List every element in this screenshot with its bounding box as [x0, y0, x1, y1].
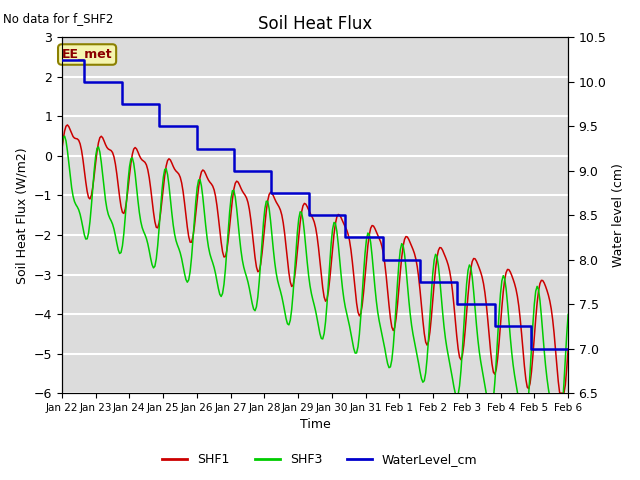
SHF3 — [518, 410, 525, 416]
Line: SHF1: SHF1 — [62, 125, 568, 393]
SHF3 — [211, 264, 218, 270]
SHF3 — [564, 312, 572, 317]
SHF1 — [227, 209, 235, 215]
SHF3 — [236, 235, 243, 240]
SHF3 — [539, 330, 547, 336]
SHF3 — [61, 133, 68, 139]
WaterLevel_cm — [564, 346, 572, 351]
WaterLevel_cm — [527, 346, 535, 351]
SHF1 — [58, 148, 66, 154]
Text: EE_met: EE_met — [62, 48, 113, 61]
SHF3 — [227, 195, 235, 201]
Legend: SHF1, SHF3, WaterLevel_cm: SHF1, SHF3, WaterLevel_cm — [157, 448, 483, 471]
SHF1 — [556, 390, 564, 396]
Line: SHF3: SHF3 — [62, 136, 568, 413]
Line: WaterLevel_cm: WaterLevel_cm — [62, 60, 568, 348]
SHF3 — [281, 308, 289, 314]
WaterLevel_cm — [120, 101, 128, 107]
SHF1 — [236, 182, 243, 188]
WaterLevel_cm — [58, 57, 66, 62]
Y-axis label: Soil Heat Flux (W/m2): Soil Heat Flux (W/m2) — [15, 147, 28, 284]
WaterLevel_cm — [538, 346, 545, 351]
WaterLevel_cm — [234, 168, 242, 174]
SHF1 — [211, 187, 218, 192]
WaterLevel_cm — [280, 190, 287, 196]
WaterLevel_cm — [209, 145, 216, 151]
Title: Soil Heat Flux: Soil Heat Flux — [258, 15, 372, 33]
X-axis label: Time: Time — [300, 419, 330, 432]
Y-axis label: Water level (cm): Water level (cm) — [612, 163, 625, 267]
Text: No data for f_SHF2: No data for f_SHF2 — [3, 12, 113, 25]
SHF3 — [122, 214, 129, 220]
SHF1 — [564, 346, 572, 352]
SHF3 — [58, 143, 66, 149]
WaterLevel_cm — [226, 145, 234, 151]
SHF1 — [281, 230, 289, 236]
SHF1 — [538, 277, 545, 283]
SHF1 — [63, 122, 71, 128]
SHF1 — [122, 206, 129, 212]
